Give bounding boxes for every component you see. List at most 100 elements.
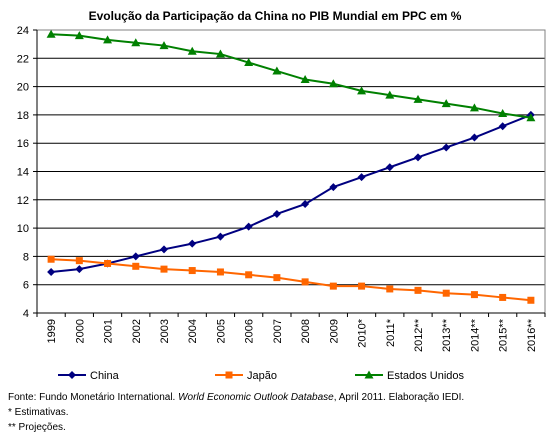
data-point	[159, 41, 169, 50]
x-tick-label: 2009	[328, 319, 340, 343]
data-point	[357, 173, 366, 182]
legend-entry: China	[58, 370, 120, 382]
data-point	[301, 278, 309, 286]
y-tick-label: 12	[17, 195, 29, 207]
data-point	[225, 371, 233, 379]
data-point	[498, 108, 508, 117]
data-point	[68, 371, 76, 379]
data-point	[47, 267, 56, 276]
y-tick-label: 10	[17, 223, 29, 235]
data-point	[215, 49, 225, 58]
legend-entry: Estados Unidos	[355, 370, 465, 382]
legend-label: Estados Unidos	[387, 370, 465, 382]
data-point	[442, 289, 450, 297]
y-tick-label: 22	[17, 53, 29, 65]
data-point	[104, 259, 112, 267]
series-line	[51, 258, 531, 302]
y-tick-label: 24	[17, 25, 29, 37]
data-point	[413, 94, 423, 103]
y-tick-label: 4	[23, 308, 29, 320]
y-tick-label: 16	[17, 138, 29, 150]
data-point	[300, 75, 310, 84]
data-point	[441, 99, 451, 108]
data-point	[470, 291, 478, 299]
x-tick-label: 2004	[187, 319, 199, 343]
x-tick-label: 2007	[272, 319, 284, 343]
data-point	[160, 265, 168, 273]
x-tick-label: 2002	[131, 319, 143, 343]
legend-label: Japão	[247, 370, 277, 382]
data-point	[385, 163, 394, 172]
x-tick-label: 2013**	[441, 318, 453, 352]
data-point	[414, 153, 422, 162]
data-point	[131, 38, 141, 47]
data-point	[188, 267, 196, 275]
data-point	[272, 66, 282, 75]
data-point	[47, 255, 55, 263]
y-tick-label: 6	[23, 280, 29, 292]
data-point	[498, 122, 507, 131]
x-tick-label: 2008	[300, 319, 312, 343]
chart-notes: Fonte: Fundo Monetário International. Wo…	[8, 390, 464, 435]
data-point	[386, 285, 394, 293]
data-point	[364, 370, 374, 379]
x-tick-label: 2005	[215, 319, 227, 343]
data-point	[244, 58, 254, 67]
data-point	[329, 282, 337, 290]
source-prefix: Fonte: Fundo Monetário International.	[8, 392, 179, 403]
y-tick-label: 20	[17, 82, 29, 94]
x-tick-label: 2011*	[385, 318, 397, 347]
data-point	[160, 245, 168, 254]
data-point	[46, 29, 56, 38]
data-point	[414, 286, 422, 294]
data-point	[188, 239, 197, 248]
x-tick-label: 2016**	[526, 318, 538, 352]
data-point	[74, 31, 84, 40]
data-point	[273, 274, 281, 282]
series-japão	[47, 255, 535, 304]
x-tick-label: 2000	[74, 319, 86, 343]
y-tick-label: 14	[17, 167, 29, 179]
x-tick-label: 2003	[159, 319, 171, 343]
series-china	[47, 110, 535, 276]
data-point	[75, 257, 83, 265]
source-database: World Economic Outlook Database	[178, 392, 334, 403]
y-tick-label: 8	[23, 251, 29, 263]
data-point	[75, 265, 84, 274]
data-point	[527, 296, 535, 304]
data-point	[470, 133, 479, 142]
data-point	[103, 35, 113, 44]
data-point	[216, 232, 225, 241]
chart-title: Evolução da Participação da China no PIB…	[88, 9, 462, 23]
series-line	[51, 33, 532, 119]
data-point	[357, 86, 367, 95]
x-tick-label: 1999	[46, 319, 58, 343]
source-suffix: , April 2011. Elaboração IEDI.	[333, 392, 465, 403]
data-point	[469, 103, 479, 112]
x-tick-label: 2014**	[469, 318, 481, 352]
data-point	[442, 143, 451, 152]
data-point	[245, 271, 253, 279]
estimates-note: * Estimativas.	[8, 407, 69, 418]
data-point	[358, 282, 366, 290]
y-tick-label: 18	[17, 110, 29, 122]
data-point	[132, 262, 140, 270]
data-point	[244, 222, 253, 231]
x-tick-label: 2012**	[413, 318, 425, 352]
data-point	[329, 183, 338, 192]
x-tick-label: 2015**	[498, 318, 510, 352]
data-point	[526, 113, 536, 122]
source-note: Fonte: Fundo Monetário International. Wo…	[8, 390, 464, 405]
data-point	[216, 268, 224, 276]
x-tick-label: 2010*	[357, 318, 369, 347]
series-line	[51, 113, 532, 273]
series-estados-unidos	[46, 29, 536, 122]
data-point	[301, 200, 310, 209]
data-point	[385, 90, 395, 99]
x-tick-label: 2006	[244, 319, 256, 343]
data-point	[272, 209, 281, 218]
x-tick-label: 2001	[103, 319, 115, 343]
data-point	[328, 79, 338, 88]
